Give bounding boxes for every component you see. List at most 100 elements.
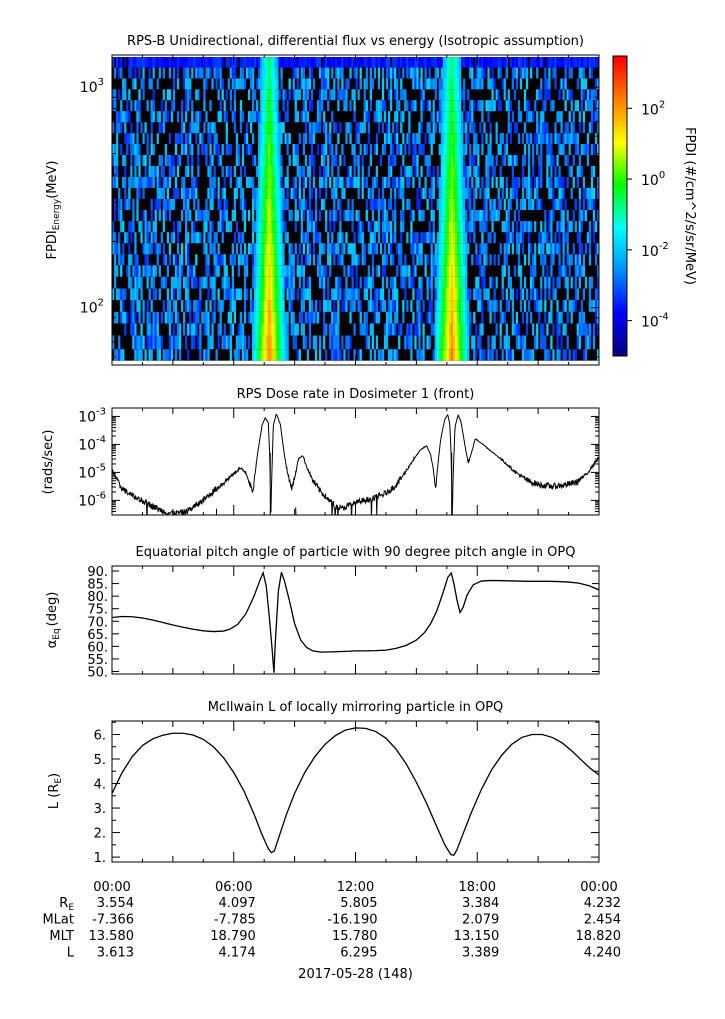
spectrogram-cell [286,288,289,301]
spectrogram-cell [276,300,279,312]
spectrogram-cell [333,155,336,166]
spectrogram-cell [398,100,401,112]
spectrogram-cell [168,67,172,79]
spectrogram-cell [316,265,320,277]
spectrogram-cell [168,243,172,255]
spectrogram-cell [278,89,281,101]
spectrogram-cell [185,144,188,156]
spectrogram-cell [308,57,312,68]
spectrogram-cell [314,300,318,312]
spectrogram-cell [517,57,521,68]
spectrogram-cell [434,78,437,90]
spectrogram-cell [343,349,346,361]
spectrogram-cell [452,311,456,324]
spectrogram-cell [564,67,567,79]
spectrogram-cell [440,133,444,145]
spectrogram-cell [170,288,174,301]
spectrogram-cell [166,265,170,277]
spectrogram-cell [369,155,372,166]
spectrogram-cell [465,276,468,289]
spectrogram-cell [446,209,450,222]
spectrogram-cell [371,265,375,277]
spectrogram-cell [497,187,500,199]
spectrogram-cell [128,67,131,79]
spectrogram-cell [333,300,336,312]
spectrogram-cell [223,198,226,210]
spectrogram-cell [197,57,200,68]
spectrogram-cell [469,311,472,324]
spectrogram-cell [288,265,291,277]
spectrogram-cell [513,209,517,222]
spectrogram-cell [339,176,342,188]
spectrogram-cell [446,265,450,277]
spectrogram-cell [266,276,269,289]
spectrogram-cell [521,166,525,177]
spectrogram-cell [454,254,458,266]
spectrogram-cell [132,323,135,336]
spectrogram-cell [458,221,462,233]
spectrogram-cell [185,221,188,233]
spectrogram-cell [292,67,295,79]
spectrogram-cell [282,335,285,350]
spectrogram-cell [191,221,194,233]
spectrogram-cell [296,78,299,90]
spectrogram-cell [550,100,553,112]
spectrogram-cell [231,111,234,123]
spectrogram-cell [580,144,584,156]
spectrogram-cell [594,100,598,112]
spectrogram-cell [294,323,297,336]
spectrogram-cell [280,133,283,145]
spectrogram-cell [511,166,515,177]
spectrogram-cell [507,155,510,166]
spectrogram-cell [359,300,362,312]
spectrogram-cell [314,198,318,210]
spectrogram-cell [390,349,393,361]
spectrogram-cell [438,187,441,199]
spectrogram-cells [112,57,599,361]
colorbar-segment [613,320,627,323]
spectrogram-cell [538,300,541,312]
spectrogram-cell [574,265,577,277]
spectrogram-cell [369,100,372,112]
spectrogram-cell [554,232,557,244]
colorbar-segment [613,194,627,197]
spectrogram-cell [365,67,368,79]
spectrogram-cell [134,155,137,166]
spectrogram-cell [249,67,253,79]
spectrogram-cell [509,155,512,166]
spectrogram-cell [316,57,320,68]
spectrogram-cell [473,100,476,112]
ephemeris-value: 15.780 [332,929,378,944]
spectrogram-cell [274,187,277,199]
spectrogram-cell [312,311,316,324]
spectrogram-cell [546,176,549,188]
spectrogram-cell [461,176,464,188]
spectrogram-cell [473,155,476,166]
spectrogram-cell [552,209,555,222]
spectrogram-cell [148,311,151,324]
spectrogram-cell [458,133,462,145]
spectrogram-cell [586,323,590,336]
spectrogram-cell [507,122,510,134]
spectrogram-cell [203,323,206,336]
spectrogram-cell [477,254,480,266]
spectrogram-cell [260,265,263,277]
spectrogram-cell [452,122,456,134]
spectrogram-cell [552,100,555,112]
spectrogram-cell [487,288,490,301]
spectrogram-cell [507,221,510,233]
spectrogram-cell [373,221,377,233]
spectrogram-cell [390,198,393,210]
spectrogram-cell [554,122,557,134]
spectrogram-cell [215,133,218,145]
spectrogram-cell [318,209,322,222]
spectrogram-cell [256,78,259,90]
spectrogram-cell [290,209,293,222]
spectrogram-cell [475,67,478,79]
spectrogram-cell [168,57,172,68]
spectrogram-cell [363,276,366,289]
spectrogram-cell [444,349,448,361]
spectrogram-cell [493,335,496,350]
spectrogram-cell [140,288,143,301]
spectrogram-cell [331,232,334,244]
